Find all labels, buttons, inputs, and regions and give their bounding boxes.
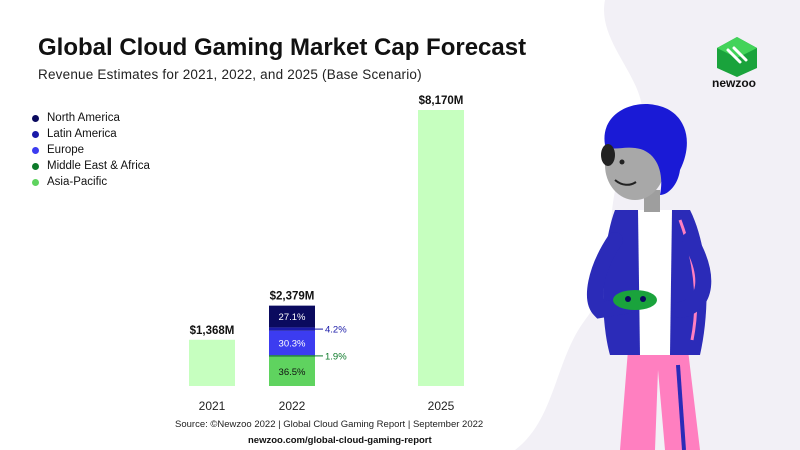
stacked-segment: [269, 356, 315, 386]
legend-label: Middle East & Africa: [47, 160, 150, 172]
x-tick-label: 2021: [199, 399, 226, 413]
segment-label: 27.1%: [279, 312, 306, 323]
x-tick-label: 2022: [279, 399, 306, 413]
legend-item: Latin America: [32, 126, 150, 142]
x-tick-label: 2025: [428, 399, 455, 413]
data-label: $2,379M: [270, 291, 315, 303]
data-label: $8,170M: [419, 95, 464, 107]
chart-subtitle: Revenue Estimates for 2021, 2022, and 20…: [38, 67, 422, 82]
segment-label: 4.2%: [325, 325, 347, 336]
data-label: $1,368M: [190, 325, 235, 337]
stacked-segment: [269, 305, 315, 328]
source-url[interactable]: newzoo.com/global-cloud-gaming-report: [248, 435, 432, 446]
gamer-illustration-icon: [587, 104, 712, 450]
legend-item: Europe: [32, 142, 150, 158]
legend-dot: [32, 130, 39, 138]
stacked-segment: [269, 330, 315, 356]
legend-item: Middle East & Africa: [32, 158, 150, 174]
legend-dot: [32, 114, 39, 122]
legend-item: North America: [32, 110, 150, 126]
legend: North America Latin America Europe Middl…: [32, 110, 150, 190]
bar: [189, 339, 235, 386]
newzoo-logo-icon: [717, 37, 757, 77]
stacked-segment: [269, 327, 315, 331]
legend-label: Europe: [47, 144, 85, 156]
legend-label: Asia-Pacific: [47, 176, 108, 188]
legend-dot: [32, 178, 39, 186]
segment-label: 30.3%: [279, 338, 306, 349]
stacked-segment: [269, 355, 315, 357]
legend-dot: [32, 146, 39, 154]
legend-label: Latin America: [47, 128, 117, 140]
legend-label: North America: [47, 112, 120, 124]
segment-label: 36.5%: [279, 367, 306, 378]
chart-title: Global Cloud Gaming Market Cap Forecast: [38, 34, 527, 61]
brand-name: newzoo: [712, 76, 756, 90]
legend-dot: [32, 162, 39, 170]
bar: [418, 110, 464, 386]
segment-label: 1.9%: [325, 351, 347, 362]
legend-item: Asia-Pacific: [32, 174, 150, 190]
source-note: Source: ©Newzoo 2022 | Global Cloud Gami…: [175, 419, 484, 430]
